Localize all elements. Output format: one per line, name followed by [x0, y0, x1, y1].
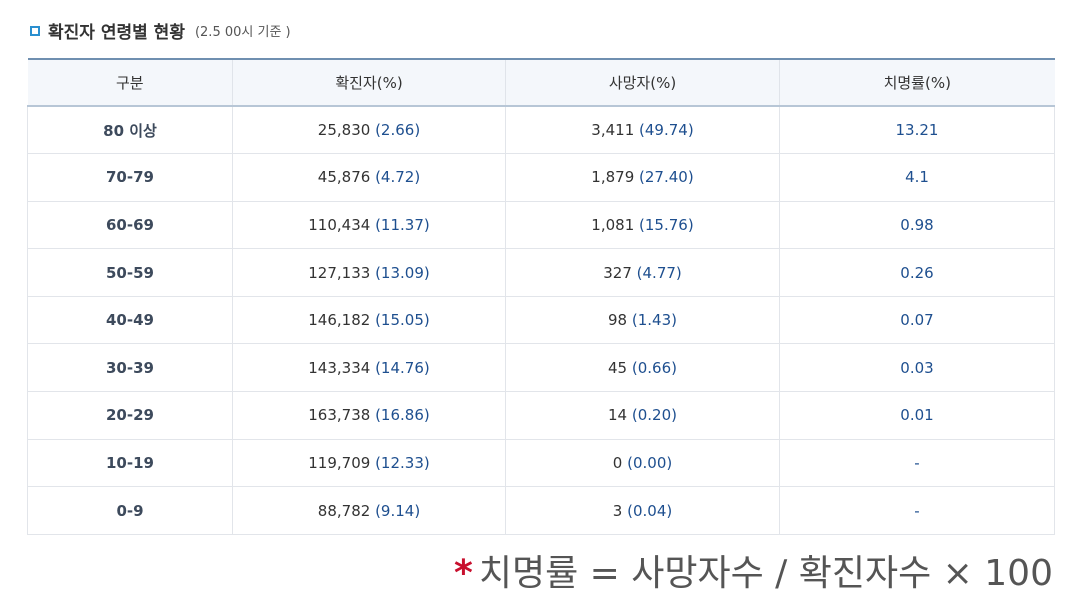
fatality-rate-cell: 0.03	[779, 343, 1055, 393]
confirmed-cell: 146,182 (15.05)	[232, 296, 506, 345]
fatality-formula-text: 치명률 = 사망자수 / 확진자수 × 100	[478, 553, 1053, 594]
deaths-cell-value: 1,879	[591, 168, 635, 187]
confirmed-cell: 45,876 (4.72)	[232, 153, 506, 202]
confirmed-cell-value: 25,830	[317, 121, 371, 140]
confirmed-cell: 143,334 (14.76)	[232, 343, 506, 393]
confirmed-cell-value: 110,434	[308, 215, 371, 234]
fatality-rate-cell: 0.26	[779, 248, 1055, 297]
table-row: 20-29 163,738 (16.86) 14 (0.20) 0.01	[27, 391, 1055, 440]
table-row: 60-69 110,434 (11.37) 1,081 (15.76) 0.98	[27, 201, 1055, 250]
deaths-cell-percent: (49.74)	[639, 121, 694, 140]
deaths-cell-value: 0	[612, 453, 623, 472]
deaths-cell: 3,411 (49.74)	[505, 106, 780, 155]
asterisk-mark: *	[454, 553, 473, 594]
fatality-rate-cell: 0.01	[779, 391, 1055, 440]
confirmed-cell: 127,133 (13.09)	[232, 248, 506, 297]
fatality-formula-note: * 치명률 = 사망자수 / 확진자수 × 100	[454, 544, 1053, 596]
section-title-note: (2.5 00시 기준 )	[194, 25, 291, 40]
header-fatality: 치명률(%)	[779, 58, 1055, 107]
deaths-cell-value: 14	[608, 406, 628, 425]
deaths-cell-percent: (0.66)	[631, 358, 677, 377]
fatality-rate-cell: -	[779, 439, 1055, 488]
fatality-rate-cell: -	[779, 486, 1055, 535]
table-row: 50-59 127,133 (13.09) 327 (4.77) 0.26	[27, 248, 1055, 297]
deaths-cell-value: 3	[612, 501, 623, 520]
deaths-cell-value: 45	[608, 358, 628, 377]
confirmed-cell-percent: (15.05)	[375, 311, 430, 330]
age-group-cell: 30-39	[27, 343, 233, 393]
fatality-rate-cell: 4.1	[779, 153, 1055, 202]
deaths-cell: 14 (0.20)	[505, 391, 780, 440]
confirmed-cell-value: 146,182	[308, 311, 371, 330]
confirmed-cell-percent: (4.72)	[375, 168, 421, 187]
table-row: 0-9 88,782 (9.14) 3 (0.04) -	[27, 486, 1055, 535]
age-group-cell: 10-19	[27, 439, 233, 488]
confirmed-cell-percent: (13.09)	[375, 263, 430, 282]
table-row: 10-19 119,709 (12.33) 0 (0.00) -	[27, 439, 1055, 488]
age-group-cell: 50-59	[27, 248, 233, 297]
deaths-cell: 0 (0.00)	[505, 439, 780, 488]
deaths-cell-percent: (0.00)	[627, 453, 673, 472]
table-row: 70-79 45,876 (4.72) 1,879 (27.40) 4.1	[27, 153, 1055, 202]
deaths-cell-percent: (15.76)	[639, 215, 694, 234]
age-group-cell: 40-49	[27, 296, 233, 345]
table-row: 40-49 146,182 (15.05) 98 (1.43) 0.07	[27, 296, 1055, 345]
age-group-cell: 80 이상	[27, 106, 233, 155]
confirmed-cell-value: 127,133	[308, 263, 371, 282]
table-row: 30-39 143,334 (14.76) 45 (0.66) 0.03	[27, 343, 1055, 393]
table-body: 80 이상 25,830 (2.66) 3,411 (49.74) 13.21 70-7…	[27, 106, 1055, 535]
age-group-cell: 20-29	[27, 391, 233, 440]
deaths-cell: 327 (4.77)	[505, 248, 780, 297]
header-confirmed: 확진자(%)	[232, 58, 506, 107]
age-status-table: 구분 확진자(%) 사망자(%) 치명률(%) 80 이상 25,830 (2.6…	[27, 58, 1055, 535]
fatality-rate-cell: 0.98	[779, 201, 1055, 250]
deaths-cell-value: 98	[608, 311, 628, 330]
deaths-cell-percent: (4.77)	[636, 263, 682, 282]
age-group-cell: 0-9	[27, 486, 233, 535]
deaths-cell-percent: (0.20)	[631, 406, 677, 425]
header-category: 구분	[27, 58, 233, 107]
confirmed-cell-percent: (16.86)	[375, 406, 430, 425]
confirmed-cell-percent: (14.76)	[375, 358, 430, 377]
confirmed-cell-percent: (11.37)	[375, 215, 430, 234]
deaths-cell-value: 3,411	[591, 121, 635, 140]
deaths-cell: 3 (0.04)	[505, 486, 780, 535]
confirmed-cell-value: 163,738	[308, 406, 371, 425]
section-title-row: 확진자 연령별 현황 (2.5 00시 기준 )	[30, 18, 291, 43]
age-group-cell: 70-79	[27, 153, 233, 202]
confirmed-cell-value: 119,709	[308, 453, 371, 472]
confirmed-cell-value: 45,876	[317, 168, 371, 187]
deaths-cell: 1,081 (15.76)	[505, 201, 780, 250]
fatality-rate-cell: 0.07	[779, 296, 1055, 345]
confirmed-cell-percent: (9.14)	[375, 501, 421, 520]
deaths-cell: 1,879 (27.40)	[505, 153, 780, 202]
age-group-cell: 60-69	[27, 201, 233, 250]
deaths-cell-value: 1,081	[591, 215, 635, 234]
confirmed-cell: 110,434 (11.37)	[232, 201, 506, 250]
square-bullet-icon	[30, 25, 40, 36]
confirmed-cell-percent: (2.66)	[375, 121, 421, 140]
confirmed-cell: 88,782 (9.14)	[232, 486, 506, 535]
confirmed-cell-percent: (12.33)	[375, 453, 430, 472]
deaths-cell-percent: (0.04)	[627, 501, 673, 520]
confirmed-cell-value: 143,334	[308, 358, 371, 377]
confirmed-cell: 163,738 (16.86)	[232, 391, 506, 440]
deaths-cell: 98 (1.43)	[505, 296, 780, 345]
confirmed-cell: 119,709 (12.33)	[232, 439, 506, 488]
section-title: 확진자 연령별 현황	[48, 23, 185, 43]
deaths-cell: 45 (0.66)	[505, 343, 780, 393]
table-row: 80 이상 25,830 (2.66) 3,411 (49.74) 13.21	[27, 106, 1055, 155]
deaths-cell-value: 327	[603, 263, 632, 282]
fatality-rate-cell: 13.21	[779, 106, 1055, 155]
confirmed-cell-value: 88,782	[317, 501, 371, 520]
table-header-row: 구분 확진자(%) 사망자(%) 치명률(%)	[27, 58, 1055, 107]
confirmed-cell: 25,830 (2.66)	[232, 106, 506, 155]
header-deaths: 사망자(%)	[505, 58, 780, 107]
deaths-cell-percent: (27.40)	[639, 168, 694, 187]
deaths-cell-percent: (1.43)	[631, 311, 677, 330]
